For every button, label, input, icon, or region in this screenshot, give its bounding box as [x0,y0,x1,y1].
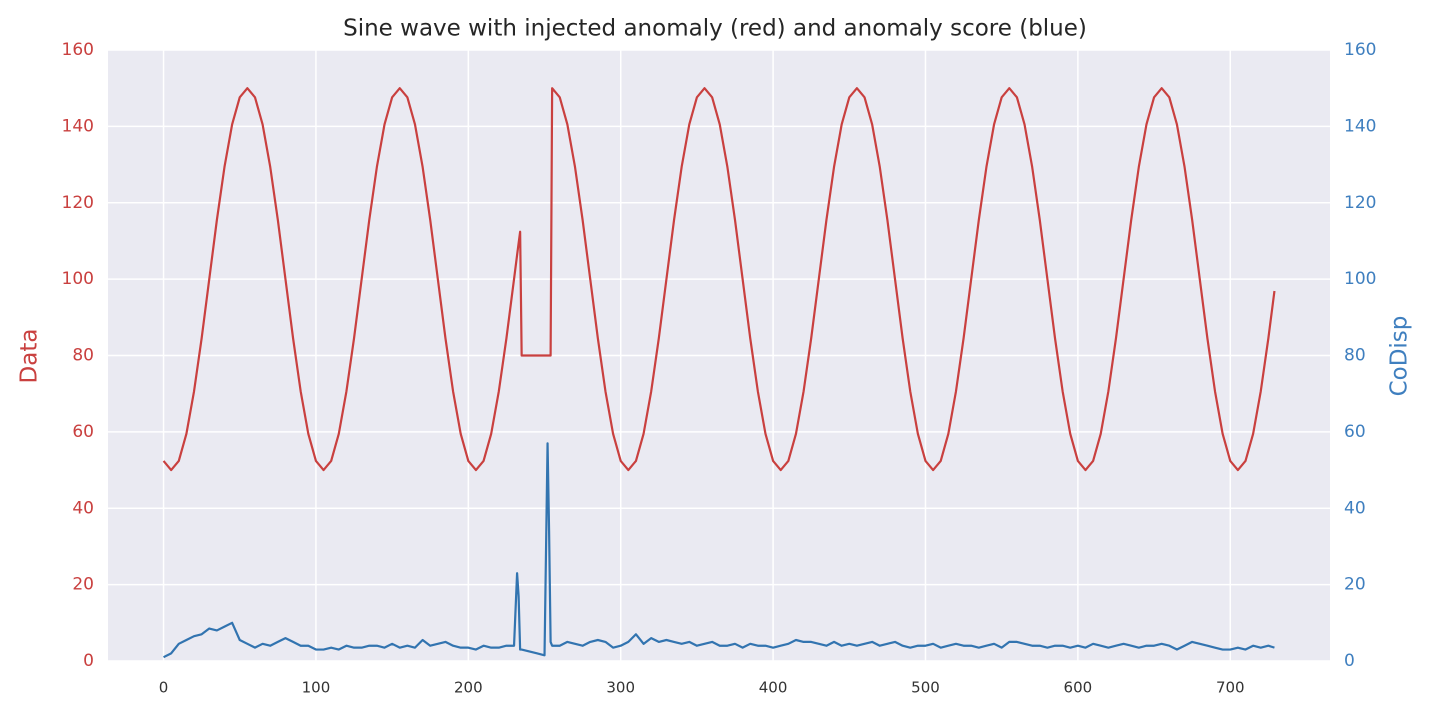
y-tick-label: 40 [72,498,94,518]
y2-axis-label: CoDisp [1387,316,1413,397]
series-line [163,442,1275,659]
y-tick-label: 100 [62,269,94,289]
y-tick-label: 160 [62,40,94,60]
x-tick-label: 100 [302,679,331,697]
y2-tick-label: 120 [1344,193,1376,213]
x-tick-label: 200 [454,679,483,697]
y2-tick-label: 60 [1344,422,1366,442]
marks [162,87,1276,659]
series-line [162,87,1276,472]
x-tick-label: 500 [911,679,940,697]
y-tick-label: 120 [62,193,94,213]
y-tick-label: 140 [62,116,94,136]
y2-tick-label: 0 [1344,651,1355,671]
x-tick-label: 0 [159,679,169,697]
x-tick-label: 600 [1064,679,1093,697]
y-tick-label: 20 [72,575,94,595]
y-tick-label: 80 [72,346,94,366]
x-tick-label: 400 [759,679,788,697]
y2-tick-label: 140 [1344,116,1376,136]
y2-tick-label: 100 [1344,269,1376,289]
grid [108,49,1330,662]
y2-tick-label: 40 [1344,498,1366,518]
x-tick-label: 300 [606,679,635,697]
y2-tick-label: 80 [1344,346,1366,366]
chart-title: Sine wave with injected anomaly (red) an… [343,16,1087,42]
y-tick-label: 0 [83,651,94,671]
y-tick-label: 60 [72,422,94,442]
y2-tick-label: 20 [1344,575,1366,595]
y2-tick-label: 160 [1344,40,1376,60]
y-axis-label: Data [17,329,43,384]
x-tick-label: 700 [1216,679,1245,697]
